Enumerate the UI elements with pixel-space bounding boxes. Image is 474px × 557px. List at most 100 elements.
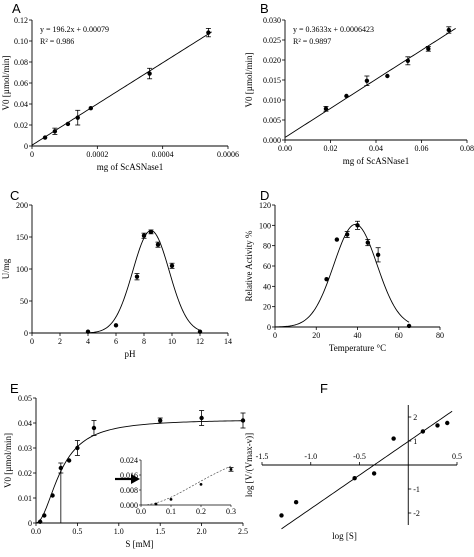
panel-b-y-tick-label: 0.020 — [263, 56, 281, 65]
panel-b-x-tick-label: 0.00 — [278, 144, 292, 153]
panel-c-data-point — [134, 274, 140, 279]
panel-c-x-tick-label: 4 — [86, 337, 90, 346]
panel-f-x-tick-label: -1.0 — [304, 452, 317, 461]
panel-d-x-tick-label: 0 — [273, 331, 277, 340]
panel-b-x-axis-label: mg of ScASNase1 — [343, 156, 410, 166]
panel-d-data-point — [324, 277, 329, 282]
panel-d-fit-curve — [274, 223, 410, 328]
panel-c-x-tick-label: 2 — [58, 337, 62, 346]
panel-c: C 0 2 4 6 8 10 12 14 0 50 100 150 200 pH U/mg — [1, 188, 232, 359]
panel-f-x-tick-label: -0.5 — [353, 452, 366, 461]
panel-a-y-tick-label: 0 — [24, 142, 28, 151]
panel-e-data-point — [240, 418, 246, 423]
panel-b-x-tick-label: 0.08 — [460, 144, 474, 153]
panel-b-x-tick-label: 0.02 — [324, 144, 338, 153]
panel-e-y-tick-label: 0.04 — [18, 419, 32, 428]
panel-c-x-tick-label: 8 — [142, 337, 146, 346]
panel-f-y-tick-label: 2 — [413, 413, 417, 422]
panel-c-data-point — [148, 229, 154, 235]
panel-a-data-point — [42, 135, 48, 140]
panel-e-fit-curve — [35, 420, 244, 524]
panel-c-y-tick-label: 50 — [20, 297, 28, 306]
panel-c-fit-curve — [86, 230, 202, 334]
panel-e-y-tick-label: 0.03 — [18, 444, 32, 453]
panel-c-data-point — [169, 263, 175, 268]
panel-d-y-tick-label: 60 — [263, 262, 271, 271]
panel-e-y-axis-label: V0 [µmol/min] — [3, 433, 13, 488]
panel-b-y-tick-label: 0.015 — [263, 76, 281, 85]
panel-letter-e: E — [10, 381, 19, 396]
panel-letter-c: C — [10, 188, 19, 203]
panel-a-fit-curve — [31, 31, 212, 146]
panel-b-y-tick-label: 0.010 — [263, 96, 281, 105]
panel-d-data-point — [355, 223, 360, 228]
panel-f-x-tick-label: 0.5 — [452, 452, 462, 461]
panel-f: F -1.5 -1.0 -0.5 0.5 -2 -1 1 2 log [S] log [V/(Vm… — [244, 381, 462, 541]
panel-b-data-point — [426, 46, 431, 51]
panel-c-y-tick-label: 200 — [16, 201, 28, 210]
panel-b-x-tick-label: 0.04 — [369, 144, 383, 153]
panel-e-x-tick-label: 1.0 — [114, 527, 124, 536]
panel-c-x-tick-label: 6 — [114, 337, 118, 346]
panel-e-inset-data-point — [154, 502, 158, 506]
panel-a-r-squared: R² = 0.986 — [40, 37, 74, 46]
panel-e-x-tick-label: 0.0 — [31, 527, 41, 536]
panel-e-inset-x-tick-label: 0.1 — [166, 507, 176, 516]
panel-e-inset-y-tick-label: 0.000 — [120, 501, 138, 510]
panel-f-data-point — [435, 423, 440, 428]
panel-e-data-point — [91, 425, 97, 431]
panel-d-x-tick-label: 60 — [395, 331, 403, 340]
panel-e-x-tick-label: 1.5 — [155, 527, 165, 536]
panel-e-inset-y-tick-label: 0.016 — [120, 471, 138, 480]
panel-c-y-tick-label: 100 — [16, 265, 28, 274]
panel-f-data-point — [352, 476, 357, 481]
panel-a-y-tick-label: 0.08 — [14, 58, 28, 67]
panel-d-data-point — [334, 237, 340, 242]
panel-d-y-tick-label: 120 — [259, 201, 271, 210]
panel-a-x-tick-label: 0.0002 — [86, 150, 108, 159]
panel-e-inset-fit-curve — [146, 465, 232, 506]
panel-e-data-point — [66, 458, 72, 463]
panel-c-x-axis-label: pH — [125, 349, 137, 359]
panel-a-x-tick-label: 0.0004 — [152, 150, 174, 159]
panel-d-data-point — [365, 240, 371, 245]
panel-f-data-point — [420, 429, 426, 434]
panel-c-data-point — [197, 329, 203, 334]
panel-b-y-axis-label: V0 [µmol/min] — [244, 53, 254, 108]
panel-d-y-tick-label: 20 — [263, 303, 271, 312]
panel-c-x-tick-label: 14 — [224, 337, 232, 346]
panel-e-inset-data-point — [199, 482, 203, 486]
panel-b-data-point — [405, 58, 411, 63]
panel-e-x-tick-label: 2.0 — [197, 527, 207, 536]
panel-f-data-point — [293, 500, 299, 505]
panel-b-y-tick-label: 0.030 — [263, 16, 281, 25]
panel-d-x-tick-label: 40 — [354, 331, 362, 340]
panel-d-x-tick-label: 20 — [312, 331, 320, 340]
panel-b-data-point — [385, 73, 390, 79]
panel-letter-b: B — [260, 1, 269, 16]
panel-b-r-squared: R² = 0.9897 — [293, 37, 331, 46]
panel-f-y-tick-label: -2 — [413, 509, 420, 518]
panel-a-data-point — [88, 106, 94, 111]
panel-d: D 0 20 40 60 80 0 20 40 60 80 100 120 Temperature °C… — [244, 188, 444, 353]
panel-b-equation: y = 0.3633x + 0.0006423 — [293, 25, 374, 34]
panel-a-y-tick-label: 0.06 — [14, 79, 28, 88]
panel-f-x-axis-label: log [S] — [332, 531, 357, 541]
panel-b-x-tick-label: 0.06 — [415, 144, 429, 153]
panel-e-data-point — [58, 465, 64, 471]
panel-e-data-point — [50, 493, 55, 498]
panel-e-data-point — [199, 415, 204, 421]
panel-c-data-point — [141, 233, 147, 238]
panel-d-y-tick-label: 0 — [267, 323, 271, 332]
panel-letter-d: D — [260, 188, 269, 203]
panel-c-data-point — [155, 242, 161, 247]
panel-e-inset-data-point — [229, 467, 233, 471]
panel-b-data-point — [446, 27, 451, 33]
panel-a-y-tick-label: 0.10 — [14, 37, 28, 46]
panel-c-data-point — [85, 329, 91, 334]
panel-e-arrow-head — [131, 474, 140, 484]
panel-e: E 0.0 0.5 1.0 1.5 2.0 2.5 0 0.01 0.02 0.03 0.04 0.0… — [3, 381, 248, 549]
panel-c-y-tick-label: 0 — [24, 329, 28, 338]
panel-f-fit-line — [281, 410, 453, 530]
panel-a-y-axis-label: V0 [µmol/min] — [1, 56, 11, 111]
